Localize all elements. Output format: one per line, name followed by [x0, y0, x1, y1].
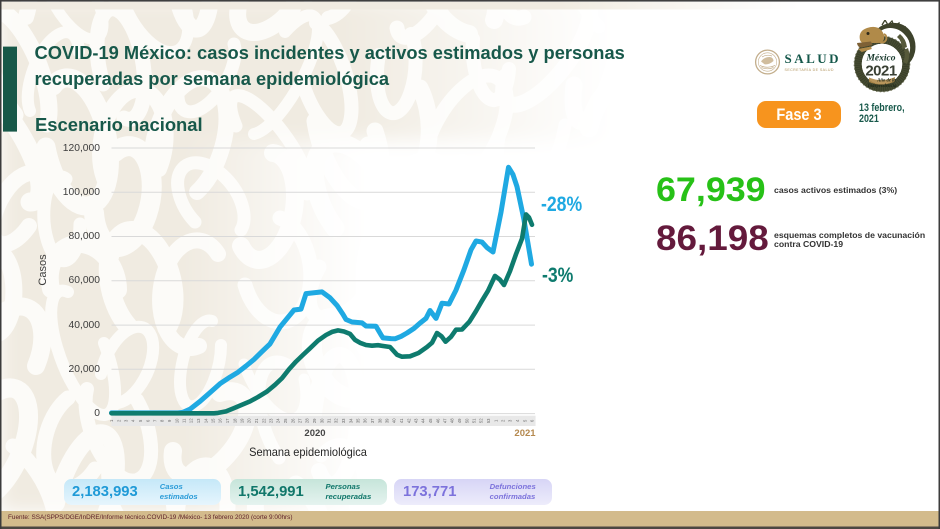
- svg-text:24: 24: [276, 418, 281, 423]
- svg-text:15: 15: [211, 418, 216, 423]
- svg-text:42: 42: [406, 418, 411, 423]
- svg-text:2: 2: [501, 419, 506, 422]
- svg-text:37: 37: [370, 418, 375, 423]
- svg-text:40: 40: [392, 418, 397, 423]
- svg-text:19: 19: [240, 418, 245, 423]
- svg-text:5: 5: [138, 419, 143, 422]
- svg-text:29: 29: [312, 418, 317, 423]
- svg-text:1: 1: [493, 419, 498, 422]
- svg-text:6: 6: [145, 419, 150, 422]
- svg-text:26: 26: [290, 418, 295, 423]
- svg-text:14: 14: [203, 418, 208, 423]
- svg-text:44: 44: [421, 418, 426, 423]
- svg-text:47: 47: [443, 418, 448, 423]
- svg-text:50: 50: [464, 418, 469, 423]
- svg-text:23: 23: [269, 418, 274, 423]
- svg-text:39: 39: [385, 418, 390, 423]
- svg-text:12: 12: [189, 418, 194, 423]
- svg-text:6: 6: [530, 419, 535, 422]
- svg-text:32: 32: [334, 418, 339, 423]
- svg-text:9: 9: [167, 419, 172, 422]
- svg-text:7: 7: [153, 419, 158, 422]
- svg-text:1: 1: [109, 419, 114, 422]
- svg-text:17: 17: [225, 418, 230, 423]
- svg-text:46: 46: [435, 418, 440, 423]
- svg-text:SECRETARÍA DE SALUD: SECRETARÍA DE SALUD: [785, 68, 834, 72]
- svg-text:43: 43: [414, 418, 419, 423]
- svg-text:México: México: [865, 54, 895, 64]
- svg-text:11: 11: [182, 418, 187, 423]
- svg-text:Año de la: Año de la: [876, 79, 896, 84]
- svg-text:38: 38: [377, 418, 382, 423]
- svg-text:45: 45: [428, 418, 433, 423]
- svg-text:16: 16: [218, 418, 223, 423]
- svg-text:34: 34: [348, 418, 353, 423]
- svg-text:3: 3: [508, 419, 513, 422]
- svg-text:41: 41: [399, 418, 404, 423]
- svg-text:3: 3: [124, 419, 129, 422]
- svg-text:8: 8: [160, 419, 165, 422]
- svg-text:36: 36: [363, 418, 368, 423]
- svg-text:10: 10: [174, 418, 179, 423]
- svg-text:5: 5: [522, 419, 527, 422]
- svg-text:SALUD: SALUD: [785, 51, 842, 66]
- svg-text:52: 52: [479, 418, 484, 423]
- svg-text:30: 30: [319, 418, 324, 423]
- svg-text:51: 51: [472, 418, 477, 423]
- svg-text:28: 28: [305, 418, 310, 423]
- svg-text:2021: 2021: [865, 63, 897, 80]
- svg-text:35: 35: [356, 418, 361, 423]
- svg-text:25: 25: [283, 418, 288, 423]
- svg-text:53: 53: [486, 418, 491, 423]
- svg-text:18: 18: [232, 418, 237, 423]
- svg-text:22: 22: [261, 418, 266, 423]
- svg-text:27: 27: [298, 418, 303, 423]
- svg-text:21: 21: [254, 418, 259, 423]
- svg-text:33: 33: [341, 418, 346, 423]
- svg-text:20: 20: [247, 418, 252, 423]
- svg-text:4: 4: [515, 419, 520, 422]
- svg-text:2: 2: [116, 419, 121, 422]
- svg-text:13: 13: [196, 418, 201, 423]
- svg-text:49: 49: [457, 418, 462, 423]
- svg-text:4: 4: [131, 419, 136, 422]
- svg-text:48: 48: [450, 418, 455, 423]
- svg-text:Independencia: Independencia: [867, 84, 897, 89]
- svg-text:31: 31: [327, 418, 332, 423]
